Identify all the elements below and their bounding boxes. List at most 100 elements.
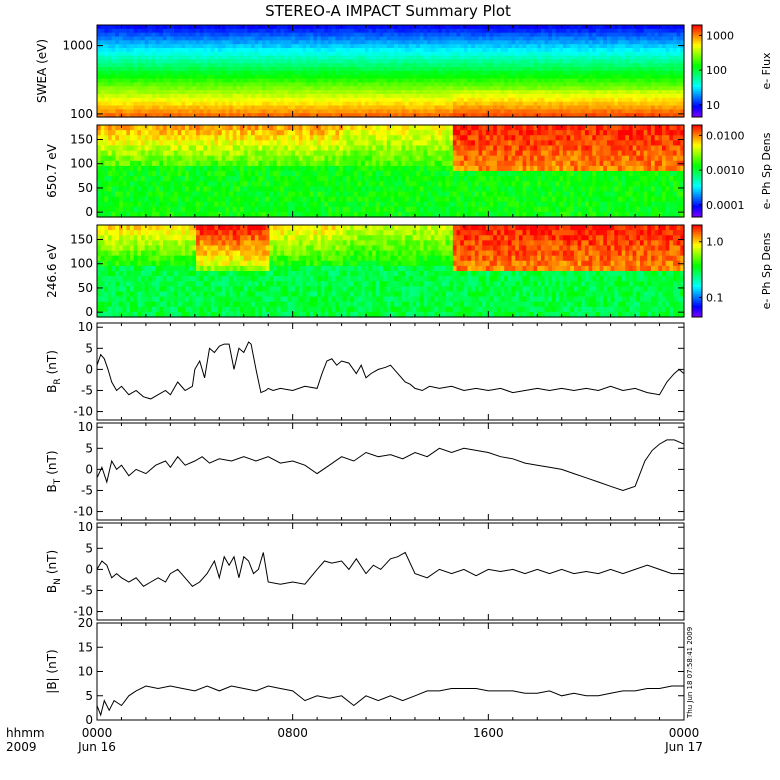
heatmap-cell	[460, 90, 465, 95]
heatmap-cell	[680, 94, 685, 99]
heatmap-cell	[137, 101, 142, 107]
heatmap-cell	[262, 36, 267, 41]
heatmap-cell	[196, 101, 201, 107]
heatmap-cell	[551, 67, 557, 72]
heatmap-cell	[130, 211, 135, 218]
heatmap-cell	[610, 97, 615, 103]
heatmap-cell	[408, 32, 414, 38]
heatmap-cell	[108, 28, 113, 34]
heatmap-cell	[588, 86, 593, 91]
heatmap-cell	[401, 63, 406, 68]
heatmap-cell	[533, 78, 538, 84]
heatmap-cell	[280, 171, 285, 177]
heatmap-cell	[119, 109, 124, 114]
heatmap-cell	[467, 44, 472, 49]
heatmap-cell	[665, 67, 670, 72]
heatmap-cell	[100, 186, 105, 193]
heatmap-cell	[104, 44, 109, 49]
heatmap-cell	[240, 36, 245, 41]
heatmap-cell	[174, 48, 179, 53]
colorbar-swatch	[692, 100, 702, 104]
heatmap-cell	[177, 135, 182, 141]
heatmap-cell	[251, 55, 256, 61]
heatmap-cell	[229, 25, 234, 30]
heatmap-cell	[625, 86, 630, 91]
heatmap-cell	[544, 55, 549, 61]
heatmap-cell	[251, 67, 256, 72]
colorbar-swatch	[692, 105, 702, 109]
heatmap-cell	[658, 71, 663, 76]
heatmap-cell	[100, 130, 105, 136]
heatmap-cell	[166, 55, 171, 61]
heatmap-cell	[672, 113, 678, 118]
heatmap-cell	[254, 145, 260, 152]
heatmap-cell	[617, 105, 623, 110]
heatmap-cell	[419, 105, 425, 110]
heatmap-cell	[163, 40, 168, 45]
heatmap-cell	[551, 101, 557, 107]
heatmap-cell	[394, 101, 399, 107]
heatmap-cell	[254, 176, 260, 182]
heatmap-cell	[621, 63, 626, 68]
heatmap-cell	[661, 105, 667, 110]
heatmap-cell	[287, 145, 293, 152]
heatmap-cell	[97, 191, 102, 198]
heatmap-cell	[423, 86, 428, 91]
heatmap-cell	[306, 63, 311, 68]
heatmap-cell	[507, 71, 513, 76]
heatmap-cell	[408, 94, 414, 99]
heatmap-cell	[647, 40, 652, 45]
heatmap-cell	[291, 176, 296, 182]
heatmap-cell	[317, 55, 322, 61]
heatmap-cell	[130, 97, 135, 103]
heatmap-cell	[141, 201, 146, 208]
heatmap-cell	[141, 145, 146, 152]
heatmap-cell	[383, 82, 388, 87]
heatmap-cell	[295, 94, 300, 99]
heatmap-cell	[137, 71, 142, 76]
heatmap-cell	[643, 25, 648, 30]
heatmap-cell	[614, 32, 619, 38]
heatmap-cell	[174, 181, 179, 187]
heatmap-cell	[375, 59, 381, 64]
heatmap-cell	[515, 113, 520, 118]
heatmap-cell	[386, 109, 392, 114]
heatmap-cell	[485, 67, 491, 72]
heatmap-cell	[397, 82, 403, 87]
heatmap-cell	[478, 59, 483, 64]
heatmap-cell	[625, 40, 630, 45]
heatmap-cell	[559, 94, 564, 99]
heatmap-cell	[236, 74, 241, 80]
heatmap-cell	[614, 94, 619, 99]
heatmap-cell	[221, 150, 227, 157]
heatmap-cell	[225, 130, 230, 136]
heatmap-cell	[291, 36, 296, 41]
heatmap-cell	[346, 67, 351, 72]
heatmap-cell	[669, 86, 674, 91]
heatmap-cell	[394, 113, 399, 118]
heatmap-cell	[287, 36, 293, 41]
heatmap-cell	[397, 90, 403, 95]
heatmap-cell	[218, 82, 223, 87]
heatmap-cell	[474, 51, 480, 57]
heatmap-cell	[269, 36, 274, 41]
heatmap-cell	[566, 82, 571, 87]
heatmap-cell	[335, 109, 340, 114]
heatmap-cell	[258, 48, 263, 53]
heatmap-cell	[504, 97, 509, 103]
heatmap-cell	[489, 94, 494, 99]
heatmap-cell	[555, 67, 560, 72]
heatmap-cell	[515, 97, 520, 103]
heatmap-cell	[214, 74, 219, 80]
heatmap-cell	[309, 105, 315, 110]
heatmap-cell	[152, 186, 157, 193]
heatmap-cell	[430, 44, 436, 49]
heatmap-cell	[185, 176, 190, 182]
heatmap-cell	[159, 97, 164, 103]
heatmap-cell	[423, 28, 428, 34]
heatmap-cell	[104, 25, 109, 30]
heatmap-cell	[126, 59, 131, 64]
heatmap-cell	[350, 90, 355, 95]
heatmap-cell	[159, 211, 164, 218]
heatmap-cell	[357, 105, 362, 110]
